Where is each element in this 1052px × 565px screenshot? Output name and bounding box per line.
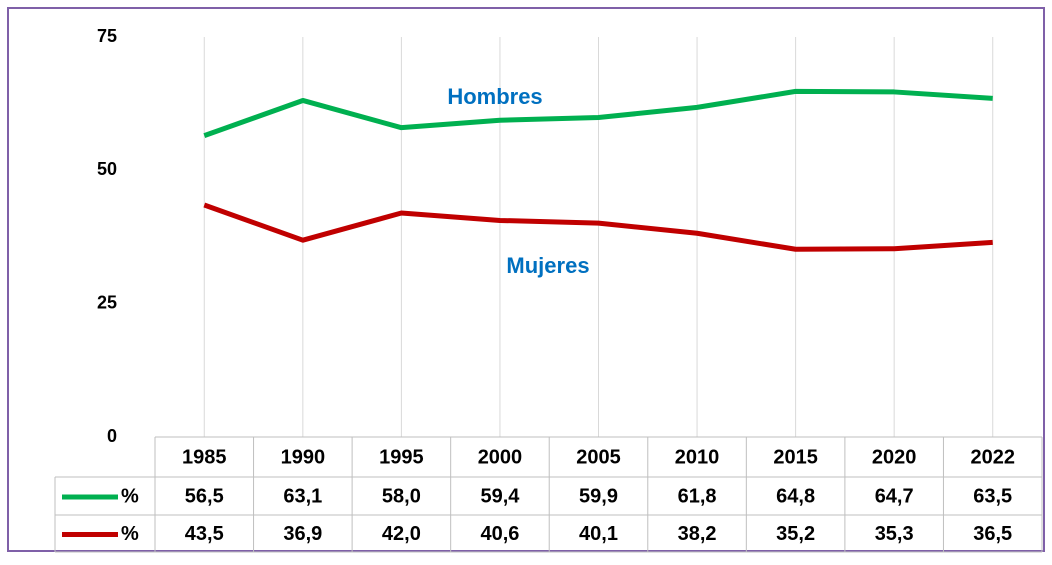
- data-label: 40,1: [579, 523, 618, 545]
- data-label: 40,6: [480, 523, 519, 545]
- x-tick-label: 1990: [281, 446, 326, 468]
- x-tick-label: 2015: [773, 446, 818, 468]
- data-label: 35,2: [776, 523, 815, 545]
- data-label: 59,4: [480, 485, 520, 507]
- annotation: Mujeres: [506, 253, 589, 278]
- data-label: 59,9: [579, 485, 618, 507]
- data-label: 58,0: [382, 485, 421, 507]
- x-tick-label: 2000: [478, 446, 523, 468]
- x-tick-label: 1995: [379, 446, 424, 468]
- data-label: 36,5: [973, 523, 1012, 545]
- data-label: 35,3: [875, 523, 914, 545]
- data-label: 36,9: [283, 523, 322, 545]
- data-label: 61,8: [678, 485, 717, 507]
- y-tick-label: 25: [97, 292, 117, 312]
- y-tick-label: 75: [97, 26, 117, 46]
- x-tick-label: 2022: [970, 446, 1015, 468]
- line-series: [203, 202, 993, 252]
- data-label: 43,5: [185, 523, 224, 545]
- data-label: 63,1: [283, 485, 322, 507]
- data-label: 64,7: [875, 485, 914, 507]
- data-label: 42,0: [382, 523, 421, 545]
- legend-label: %: [121, 485, 139, 507]
- data-label: 64,8: [776, 485, 815, 507]
- chart-frame: [7, 7, 1045, 552]
- x-tick-label: 1985: [182, 446, 227, 468]
- y-tick-label: 0: [107, 426, 117, 446]
- annotation: Hombres: [447, 84, 542, 109]
- legend-label: %: [121, 523, 139, 545]
- data-label: 63,5: [973, 485, 1012, 507]
- x-tick-label: 2020: [872, 446, 917, 468]
- y-tick-label: 50: [97, 159, 117, 179]
- data-label: 56,5: [185, 485, 224, 507]
- x-tick-label: 2010: [675, 446, 720, 468]
- line-series: [203, 88, 993, 139]
- x-tick-label: 2005: [576, 446, 621, 468]
- data-label: 38,2: [678, 523, 717, 545]
